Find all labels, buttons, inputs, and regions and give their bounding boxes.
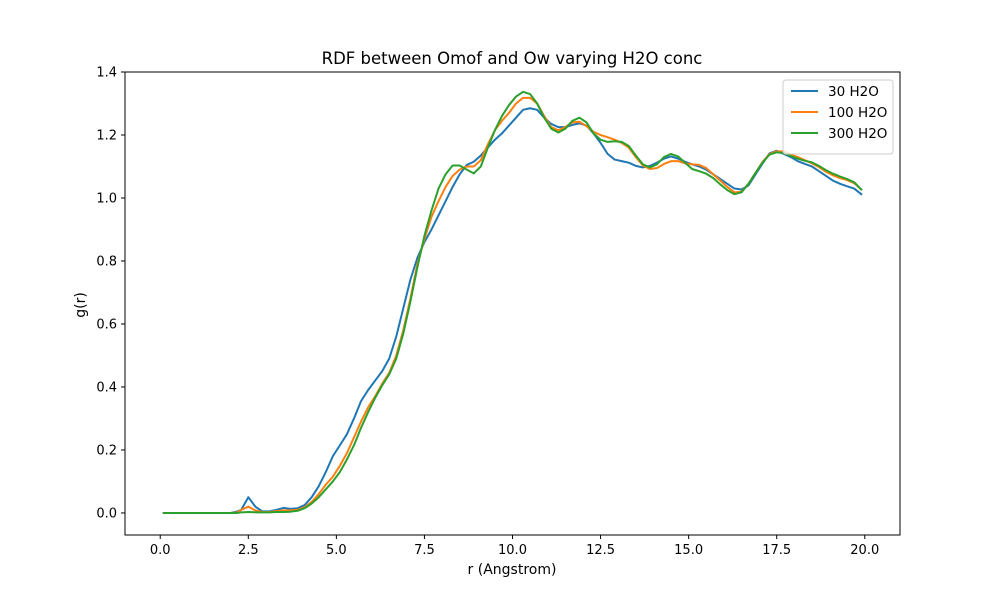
y-tick-label: 0.2: [96, 443, 117, 458]
x-tick-label: 0.0: [150, 543, 171, 558]
x-axis-label: r (Angstrom): [468, 562, 557, 578]
legend-label: 300 H2O: [828, 126, 887, 142]
y-tick-label: 0.8: [96, 254, 117, 269]
plot-area: 0.0 2.5 5.0 7.5 10.0 12.5 15.0 17.5 20.0 0.00.20…: [96, 66, 901, 558]
x-tick-label: 2.5: [238, 543, 259, 558]
legend-box: [782, 79, 894, 155]
x-tick-label: 15.0: [674, 543, 703, 558]
series-line-3: [162, 90, 863, 514]
y-tick-label: 1.4: [96, 66, 117, 81]
x-tick-label: 20.0: [850, 543, 879, 558]
y-axis-label: g(r): [73, 292, 89, 318]
legend-label: 30 H2O: [828, 84, 879, 100]
y-tick-label: 0.6: [96, 317, 117, 332]
x-tick-label: 7.5: [414, 543, 435, 558]
y-axis: 0.0 0.2 0.4 0.6 0.8 1.0 1.2 1.4: [96, 66, 125, 521]
y-tick-label: 1.0: [96, 191, 117, 206]
y-tick-label: 0.0: [96, 506, 117, 521]
x-tick-label: 12.5: [586, 543, 615, 558]
legend: 30 H2O 100 H2O 300 H2O: [782, 79, 894, 155]
series-layer: [162, 90, 863, 514]
x-axis: 0.0 2.5 5.0 7.5 10.0 12.5 15.0 17.5 20.0: [150, 535, 879, 558]
y-tick-label: 0.4: [96, 380, 117, 395]
legend-label: 100 H2O: [828, 105, 887, 121]
chart-title: RDF between Omof and Ow varying H2O conc: [322, 49, 703, 68]
y-tick-label: 1.2: [96, 128, 117, 143]
x-tick-label: 17.5: [762, 543, 791, 558]
x-tick-label: 5.0: [326, 543, 347, 558]
x-tick-label: 10.0: [498, 543, 527, 558]
